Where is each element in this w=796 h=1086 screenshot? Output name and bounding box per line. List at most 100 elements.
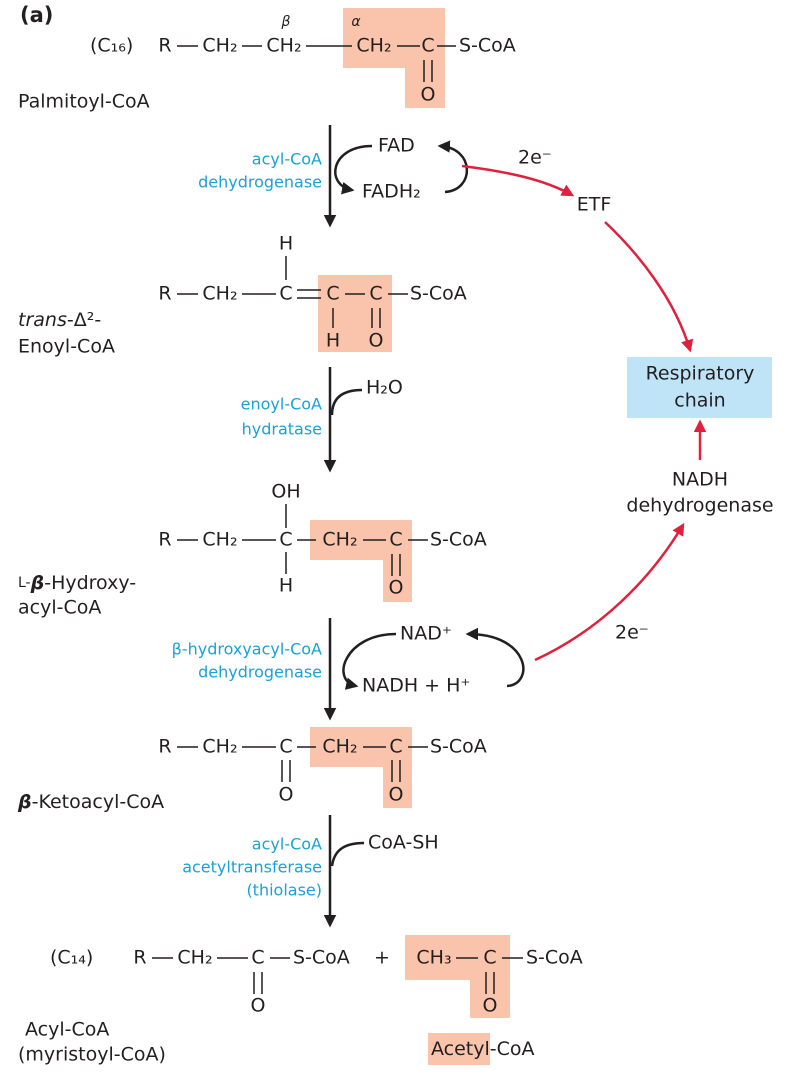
respiratory-chain: chain: [674, 390, 725, 412]
molecule-name: Enoyl-CoA: [18, 336, 115, 358]
chain-length: (C₁₆): [90, 35, 133, 57]
atom: S-CoA: [410, 283, 467, 305]
enzyme: acyl-CoA: [252, 150, 322, 169]
atom: C: [389, 529, 402, 551]
cofactor: NAD⁺: [400, 623, 452, 645]
atom: C: [279, 529, 292, 551]
atom: CH₂: [266, 35, 301, 57]
atom: O: [483, 995, 498, 1017]
enzyme: (thiolase): [246, 881, 322, 900]
atom: R: [133, 947, 146, 969]
enzyme: dehydrogenase: [198, 173, 322, 192]
atom: C: [251, 947, 264, 969]
molecule-name: Acetyl-CoA: [431, 1038, 535, 1060]
enzyme: acyl-CoA: [252, 835, 322, 854]
atom: O: [279, 784, 294, 806]
atom: CH₃: [416, 947, 451, 969]
greek-label: β: [281, 14, 291, 30]
atom: O: [421, 84, 436, 106]
chain-length: (C₁₄): [50, 947, 93, 969]
atom: C: [389, 736, 402, 758]
atom: C: [369, 283, 382, 305]
molecule-name: Palmitoyl-CoA: [18, 91, 150, 113]
atom: C: [279, 736, 292, 758]
cofactor-arrow: [334, 144, 373, 195]
atom: H: [279, 575, 293, 597]
nadh-dehydrogenase: NADH: [672, 469, 728, 491]
highlight: [310, 520, 412, 602]
atom: CH₂: [356, 35, 391, 57]
atom: R: [158, 35, 171, 57]
highlight: [428, 1033, 490, 1065]
atom: H: [279, 233, 293, 255]
molecule-name: trans-Δ²-: [18, 309, 101, 331]
molecule-name: L-β-Hydroxy-: [18, 572, 136, 594]
cofactor-arrow: [330, 388, 363, 416]
cofactor-arrow: [342, 632, 397, 690]
bonds: [177, 256, 408, 328]
panel-label: (a): [20, 3, 53, 27]
name-part: trans: [18, 309, 67, 331]
cofactor: NADH + H⁺: [362, 675, 470, 697]
name-part: -Ketoacyl-CoA: [32, 791, 165, 813]
atom: CH₂: [202, 283, 237, 305]
cofactor-arrow: [330, 841, 365, 867]
atom: OH: [271, 481, 300, 503]
electron-arrow: [604, 221, 694, 353]
bonds: [177, 504, 428, 576]
electrons: 2e⁻: [615, 622, 649, 644]
molecule-name: Acyl-CoA: [25, 1019, 109, 1041]
atom: R: [158, 529, 171, 551]
atom: CH₂: [202, 529, 237, 551]
atom: C: [483, 947, 496, 969]
electron-arrow: [461, 164, 575, 197]
cofactor: CoA-SH: [368, 832, 439, 854]
atom: O: [389, 784, 404, 806]
name-part: -CoA: [490, 1038, 535, 1060]
atom: S-CoA: [430, 529, 487, 551]
name-part: β: [30, 572, 45, 594]
greek-label: α: [351, 14, 361, 30]
electrons: 2e⁻: [518, 147, 552, 169]
atom: CH₂: [322, 736, 357, 758]
name-part: L-: [18, 575, 31, 591]
atom: CH₂: [202, 736, 237, 758]
nadh-dehydrogenase: dehydrogenase: [626, 495, 773, 517]
bonds: [177, 45, 456, 82]
atom: C: [326, 283, 339, 305]
atom: S-CoA: [459, 35, 516, 57]
atom: CH₂: [202, 35, 237, 57]
atom: O: [369, 330, 384, 352]
molecule-name: β-Ketoacyl-CoA: [17, 791, 164, 813]
highlight: [310, 727, 412, 808]
molecule-name: acyl-CoA: [18, 597, 101, 619]
enzyme: hydratase: [242, 420, 322, 439]
atom: S-CoA: [430, 736, 487, 758]
bonds: [177, 746, 428, 782]
name-part: β: [17, 791, 32, 813]
enzyme: dehydrogenase: [198, 663, 322, 682]
cofactor: H₂O: [366, 377, 403, 399]
enzyme: acetyltransferase: [182, 858, 322, 877]
cofactor: FADH₂: [362, 181, 421, 203]
highlight: [405, 935, 510, 1018]
name-part: -Hydroxy-: [44, 572, 136, 594]
highlight: [318, 275, 392, 352]
atom: S-CoA: [526, 947, 583, 969]
respiratory-chain-box: [627, 357, 772, 418]
atom: R: [158, 736, 171, 758]
atom: C: [279, 283, 292, 305]
enzyme: β-hydroxyacyl-CoA: [172, 640, 322, 659]
name-part: Acetyl: [431, 1038, 490, 1060]
atom: C: [421, 35, 434, 57]
plus: +: [374, 947, 390, 969]
cofactor-arrow: [437, 140, 469, 194]
atom: O: [251, 995, 266, 1017]
enzyme: enoyl-CoA: [241, 395, 322, 414]
name-part: -Δ²-: [67, 309, 101, 331]
etf: ETF: [577, 194, 612, 216]
cofactor-arrow: [465, 627, 525, 688]
atom: S-CoA: [293, 947, 350, 969]
